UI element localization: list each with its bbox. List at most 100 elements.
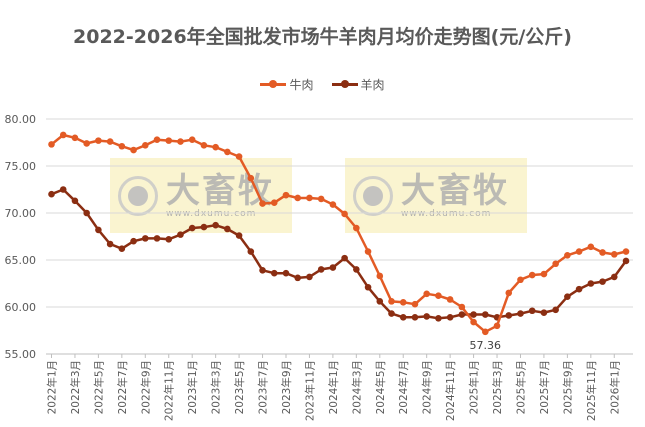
- data-point: [95, 137, 102, 144]
- data-point: [294, 194, 302, 202]
- data-point: [153, 235, 161, 242]
- legend-swatch-lamb-icon: [331, 80, 358, 88]
- x-tick-label: 2024年11月: [444, 360, 457, 421]
- data-point: [71, 134, 79, 142]
- data-point: [212, 143, 219, 151]
- x-tick-label: 2022年7月: [116, 360, 129, 414]
- x-tick-label: 2025年7月: [538, 360, 551, 414]
- data-point: [130, 237, 137, 245]
- data-point: [130, 146, 137, 154]
- data-point: [517, 310, 524, 317]
- data-point: [59, 186, 67, 193]
- x-tick-label: 2024年1月: [327, 360, 340, 414]
- y-tick-label: 80.00: [5, 113, 37, 126]
- data-point: [177, 138, 184, 145]
- data-point: [435, 292, 442, 300]
- data-point: [376, 298, 384, 305]
- x-tick-label: 2025年11月: [585, 360, 598, 421]
- data-point: [622, 248, 630, 255]
- data-point: [235, 153, 243, 160]
- data-point: [282, 269, 290, 277]
- data-point: [411, 314, 419, 321]
- y-tick-label: 75.00: [5, 160, 37, 173]
- x-tick-label: 2022年3月: [69, 360, 82, 414]
- x-tick-label: 2022年5月: [92, 360, 105, 414]
- watermark-logo-icon: [353, 175, 393, 216]
- data-point: [458, 311, 466, 318]
- legend-label-lamb: 羊肉: [360, 78, 385, 92]
- data-point: [423, 313, 430, 320]
- data-point: [470, 318, 477, 326]
- data-point: [552, 306, 559, 314]
- data-point: [517, 276, 524, 284]
- data-point: [83, 209, 90, 217]
- x-tick-label: 2025年9月: [561, 360, 574, 414]
- data-point: [458, 303, 466, 311]
- data-point: [224, 225, 231, 233]
- data-point: [505, 312, 513, 319]
- data-point: [247, 174, 255, 182]
- data-point: [528, 271, 536, 279]
- data-point: [200, 223, 208, 231]
- data-point: [364, 283, 372, 291]
- data-point: [446, 296, 454, 303]
- series-line-beef: [50, 133, 627, 334]
- data-point: [540, 309, 548, 316]
- data-point: [118, 142, 126, 150]
- y-tick-label: 55.00: [5, 348, 37, 361]
- data-point: [259, 200, 266, 207]
- watermark-brand: 大畜牧: [166, 170, 274, 211]
- data-point: [622, 257, 630, 265]
- data-point: [341, 254, 348, 262]
- data-point: [317, 195, 325, 203]
- data-point: [552, 260, 559, 268]
- data-point: [388, 310, 395, 317]
- x-tick-label: 2023年11月: [303, 360, 316, 421]
- legend-item-beef: 牛肉: [260, 76, 314, 93]
- data-point: [376, 272, 384, 280]
- chart-title: 2022-2026年全国批发市场牛羊肉月均价走势图(元/公斤): [73, 26, 572, 48]
- data-point: [165, 137, 173, 144]
- data-point: [153, 136, 161, 143]
- data-point: [48, 190, 55, 198]
- data-point: [587, 243, 595, 251]
- y-tick-label: 60.00: [5, 301, 37, 314]
- chart-legend: 牛肉 羊肉: [0, 76, 645, 93]
- y-tick-label: 65.00: [5, 254, 37, 267]
- data-point: [200, 142, 208, 149]
- y-tick-label: 70.00: [5, 207, 37, 220]
- data-point: [294, 274, 302, 282]
- data-point: [329, 264, 337, 271]
- watermark-brand: 大畜牧: [401, 170, 509, 211]
- x-tick-label: 2023年1月: [186, 360, 199, 414]
- data-point: [505, 289, 513, 297]
- data-point: [282, 191, 290, 199]
- data-point: [235, 232, 243, 239]
- data-point: [259, 267, 266, 274]
- data-point: [587, 280, 595, 287]
- data-point: [353, 224, 360, 232]
- data-point: [564, 252, 571, 259]
- x-tick-label: 2023年5月: [233, 360, 246, 414]
- data-point: [188, 136, 196, 143]
- data-point: [71, 197, 79, 205]
- data-point: [270, 199, 278, 206]
- data-point: [364, 248, 372, 255]
- data-point: [610, 251, 618, 258]
- data-point: [540, 270, 548, 278]
- x-tick-label: 2025年5月: [514, 360, 527, 414]
- data-point: [306, 194, 313, 202]
- data-point: [59, 131, 67, 139]
- data-point: [95, 226, 102, 234]
- data-point: [423, 290, 430, 298]
- data-point: [141, 142, 149, 149]
- data-point: [317, 266, 325, 273]
- x-tick-label: 2022年11月: [163, 360, 176, 421]
- data-point: [48, 141, 55, 148]
- data-point: [399, 314, 407, 321]
- data-point: [482, 311, 489, 318]
- x-tick-label: 2023年9月: [280, 360, 293, 414]
- data-point: [83, 140, 90, 147]
- x-tick-label: 2023年7月: [257, 360, 270, 414]
- data-point: [106, 240, 114, 248]
